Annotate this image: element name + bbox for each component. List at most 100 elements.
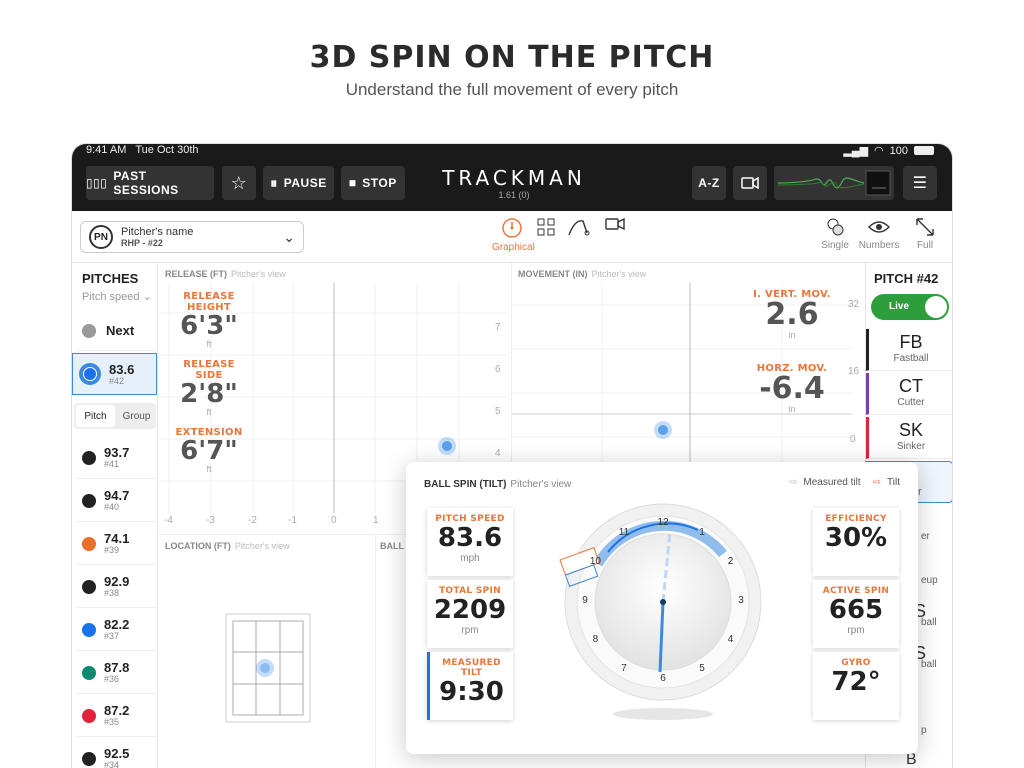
y-tick: 16 [848,366,860,377]
pitch-type-partial: r [918,486,922,498]
pitch-row[interactable]: 92.9 #38 [76,566,156,608]
pitches-sort-dropdown[interactable]: Pitch speed ⌄ [82,290,152,303]
pitch-row[interactable]: 74.1 #39 [76,523,156,565]
trajectory-icon [568,220,590,236]
pitch-value: 87.2 [104,703,130,718]
release-side-unit: ft [206,407,212,417]
radar-signal-preview[interactable] [774,166,894,200]
extension-value: 6'7" [180,436,238,466]
pitch-type-partial: er [921,531,930,542]
status-date: Tue Oct 30th [135,144,199,156]
past-sessions-button[interactable]: ▯▯▯ PAST SESSIONS [86,166,214,200]
spin-metric-value: 30% [824,523,888,553]
gauge-icon [502,218,522,238]
view-graphical-button[interactable]: Graphical [492,217,535,253]
view-single-button[interactable]: Single [818,217,852,251]
pitch-type-abbr: SK [898,420,923,440]
next-dot-icon [82,323,96,338]
past-sessions-label: PAST SESSIONS [113,169,179,197]
pitch-type-partial: eup [921,575,938,586]
favorite-button[interactable]: ☆ [222,166,256,200]
tilt-arrow-icon [559,547,600,587]
ball-spin-title: BALL SPIN (TILT) [424,479,507,490]
hamburger-menu-icon: ☰ [912,175,928,192]
pitch-row[interactable]: 82.2 #37 [76,609,156,651]
stop-button[interactable]: ⏹ STOP [341,166,405,200]
grid-icon [537,218,555,236]
live-toggle[interactable]: Live [871,294,949,320]
ball-spin-view: Pitcher's view [510,479,572,490]
stop-icon: ⏹ [349,175,357,190]
location-title: LOCATION (FT) [165,541,231,551]
selected-dot-icon [79,363,101,385]
x-tick: 0 [331,515,337,526]
chevron-down-icon: ⌄ [283,228,295,245]
pitch-number: #38 [104,588,120,598]
movement-view: Pitcher's view [591,269,647,279]
view-video-button[interactable] [602,217,628,234]
spin-metric-label: MEASURED TILT [442,658,501,678]
tilt-legend: ⇨ Measured tilt ⇨ Tilt [789,477,900,488]
selected-pitch-row[interactable]: 83.6 #42 [72,353,157,395]
view-single-label: Single [821,240,849,251]
spin-metric-label: EFFICIENCY [825,514,887,524]
y-tick: 7 [495,322,501,333]
selected-pitch-value: 83.6 [109,361,135,377]
tab-pitch[interactable]: Pitch [76,405,115,427]
view-graphical-label: Graphical [492,242,535,253]
pitch-row[interactable]: 92.5 #34 [76,738,156,768]
video-camera-icon [741,177,759,189]
horz-movement-unit: in [788,404,796,414]
pitch-dot-icon [82,493,96,508]
horz-movement-label: HORZ. MOV. [756,363,828,374]
status-bar: 9:41 AM Tue Oct 30th [86,144,199,156]
extension-label: EXTENSION [175,427,243,438]
pitch-row[interactable]: 93.7 #41 [76,437,156,479]
pitch-group-toggle: Pitch Group [74,403,156,429]
pitch-row[interactable]: 87.8 #36 [76,652,156,694]
pause-label: PAUSE [283,176,327,190]
release-height-unit: ft [206,339,212,349]
view-trajectory-button[interactable] [566,217,592,240]
x-tick: 1 [373,515,379,526]
view-full-button[interactable]: Full [908,217,942,251]
horz-movement-metric: HORZ. MOV. -6.4 in [752,363,832,414]
pitch-type-item[interactable]: CT Cutter [866,373,952,415]
spin-metric-value: 9:30 [439,677,504,707]
menu-button[interactable]: ☰ [903,166,937,200]
spin-metric-card: GYRO 72° [813,652,899,720]
spin-metric-card: TOTAL SPIN 2209 rpm [427,580,513,648]
pause-button[interactable]: ⏸ PAUSE [263,166,334,200]
spin-metric-label: TOTAL SPIN [438,586,502,596]
pitch-row[interactable]: 87.2 #35 [76,695,156,737]
app-version: 1.61 (0) [498,190,530,200]
video-button[interactable] [733,166,767,200]
view-numbers-button[interactable]: Numbers [858,217,900,251]
pitch-type-item[interactable]: SK Sinker [866,417,952,459]
pitch-number: #37 [104,631,120,641]
legend-tilt: Tilt [887,477,900,488]
sort-az-label: A-Z [698,176,720,190]
clock-hour-label: 12 [657,517,669,528]
pitch-dot-icon [82,450,96,465]
spin-metric-value: 72° [831,667,881,697]
expand-icon [916,218,934,236]
x-tick: -3 [206,515,215,526]
view-grid-button[interactable] [534,217,558,240]
pitch-type-item[interactable]: FB Fastball [866,329,952,371]
pitch-type-name: Sinker [896,441,926,452]
clock-hour-label: 11 [618,527,630,539]
release-side-label: RELEASE SIDE [183,359,235,381]
next-pitch-row[interactable]: Next [76,311,156,351]
tab-group[interactable]: Group [122,410,151,422]
movement-point [654,421,672,439]
status-indicators: ▂▄▆ ◠ 100 [843,144,934,157]
pitch-row[interactable]: 94.7 #40 [76,480,156,522]
sort-az-button[interactable]: A-Z [692,166,726,200]
status-time: 9:41 AM [86,144,127,156]
clock-hour-label: 8 [592,634,599,645]
vert-movement-value: 2.6 [765,297,819,332]
ball-spin-overlay: BALL SPIN (TILT) Pitcher's view ⇨ Measure… [406,462,918,754]
pitch-number: #41 [104,459,120,469]
pitcher-selector[interactable]: PN Pitcher's name RHP - #22 ⌄ [80,221,304,253]
